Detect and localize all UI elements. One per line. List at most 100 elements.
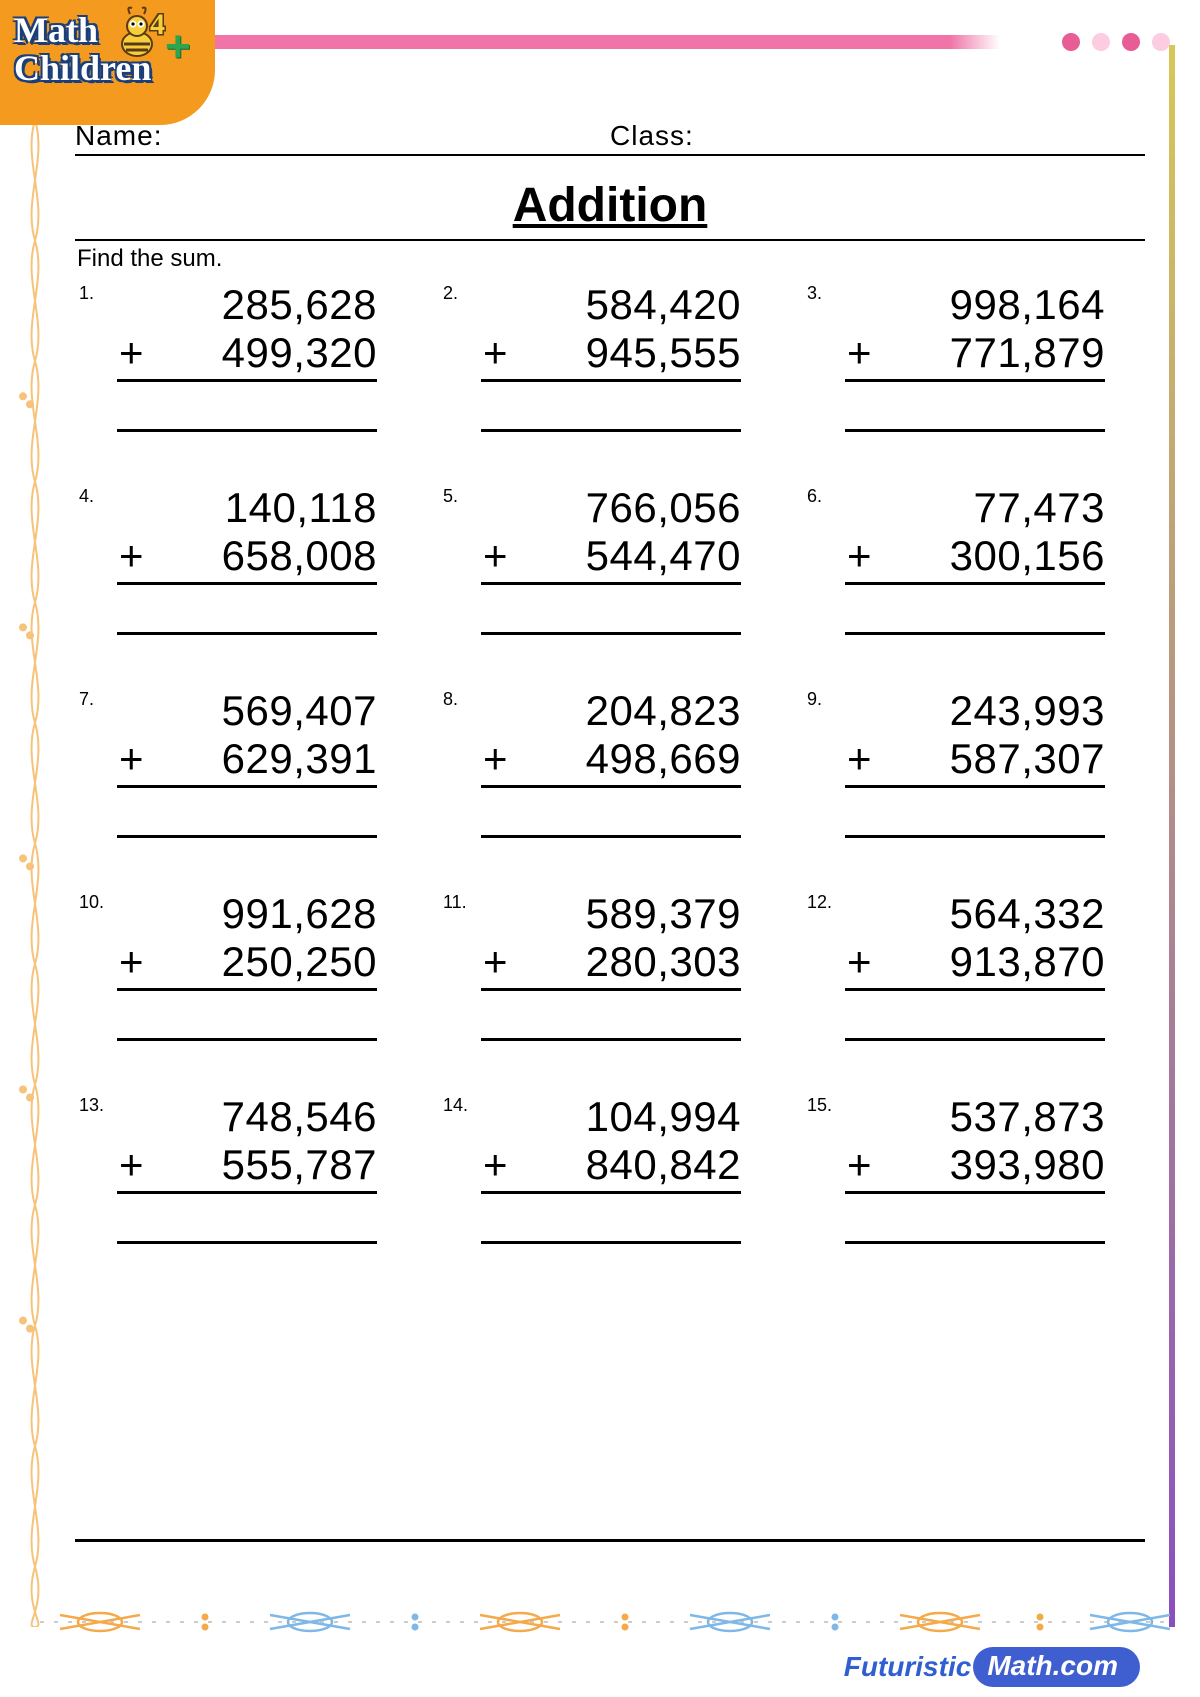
operator: +: [117, 329, 144, 377]
addend-bottom-row: +498,669: [481, 735, 741, 788]
addend-bottom: 658,008: [222, 532, 377, 580]
problem: 6. 77,473+300,156: [807, 484, 1141, 635]
logo-four: 4: [150, 8, 165, 42]
instruction: Find the sum.: [77, 245, 1145, 273]
addend-bottom-row: +393,980: [845, 1141, 1105, 1194]
addend-bottom: 300,156: [950, 532, 1105, 580]
operator: +: [845, 938, 872, 986]
addend-top: 140,118: [117, 484, 377, 532]
problem-stack: 748,546+555,787: [117, 1093, 377, 1244]
right-border: [1169, 45, 1175, 1627]
addend-bottom: 250,250: [222, 938, 377, 986]
operator: +: [845, 329, 872, 377]
problem-number: 1.: [79, 283, 94, 304]
problem-number: 3.: [807, 283, 822, 304]
brand-pill: Math.com: [973, 1647, 1140, 1687]
class-field-label: Class:: [610, 120, 1145, 152]
addend-bottom-row: +629,391: [117, 735, 377, 788]
addend-bottom: 913,870: [950, 938, 1105, 986]
problem-number: 10.: [79, 892, 104, 913]
left-ornament: [18, 120, 53, 1627]
addend-top: 584,420: [481, 281, 741, 329]
addend-bottom: 555,787: [222, 1141, 377, 1189]
problem-stack: 243,993+587,307: [845, 687, 1105, 838]
problem: 11. 589,379+280,303: [443, 890, 777, 1041]
operator: +: [481, 329, 508, 377]
addend-bottom: 393,980: [950, 1141, 1105, 1189]
addend-bottom-row: +555,787: [117, 1141, 377, 1194]
problem-number: 6.: [807, 486, 822, 507]
addend-bottom-row: +658,008: [117, 532, 377, 585]
addend-bottom: 840,842: [586, 1141, 741, 1189]
operator: +: [845, 1141, 872, 1189]
worksheet: Name: Class: Addition Find the sum. 1. 28…: [75, 120, 1145, 1587]
addend-top: 285,628: [117, 281, 377, 329]
operator: +: [481, 1141, 508, 1189]
problem-stack: 140,118+658,008: [117, 484, 377, 635]
problem: 9. 243,993+587,307: [807, 687, 1141, 838]
problem: 7. 569,407+629,391: [79, 687, 413, 838]
problem-number: 12.: [807, 892, 832, 913]
problem-number: 14.: [443, 1095, 468, 1116]
problem-stack: 77,473+300,156: [845, 484, 1105, 635]
addend-bottom-row: +771,879: [845, 329, 1105, 382]
problem: 1. 285,628+499,320: [79, 281, 413, 432]
addend-top: 537,873: [845, 1093, 1105, 1141]
addend-top: 766,056: [481, 484, 741, 532]
answer-line: [481, 792, 741, 838]
problem-number: 7.: [79, 689, 94, 710]
problem-stack: 537,873+393,980: [845, 1093, 1105, 1244]
addend-bottom: 629,391: [222, 735, 377, 783]
answer-line: [845, 792, 1105, 838]
answer-line: [117, 589, 377, 635]
logo-line1: Math: [14, 10, 98, 50]
problem: 3. 998,164+771,879: [807, 281, 1141, 432]
operator: +: [117, 532, 144, 580]
problem-number: 9.: [807, 689, 822, 710]
addend-bottom-row: +840,842: [481, 1141, 741, 1194]
operator: +: [117, 735, 144, 783]
addend-top: 748,546: [117, 1093, 377, 1141]
addend-top: 569,407: [117, 687, 377, 735]
addend-bottom: 280,303: [586, 938, 741, 986]
problem: 13.748,546+555,787: [79, 1093, 413, 1244]
problem-stack: 285,628+499,320: [117, 281, 377, 432]
answer-line: [481, 995, 741, 1041]
operator: +: [481, 938, 508, 986]
problem-stack: 104,994+840,842: [481, 1093, 741, 1244]
problem-number: 8.: [443, 689, 458, 710]
problem-stack: 569,407+629,391: [117, 687, 377, 838]
site-badge: Futuristic Math.com: [844, 1647, 1140, 1687]
problem: 12.564,332+913,870: [807, 890, 1141, 1041]
operator: +: [481, 532, 508, 580]
top-dots: [1062, 33, 1170, 51]
header-row: Name: Class:: [75, 120, 1145, 156]
answer-line: [117, 995, 377, 1041]
answer-line: [845, 386, 1105, 432]
addend-bottom: 499,320: [222, 329, 377, 377]
answer-line: [117, 1198, 377, 1244]
answer-line: [481, 386, 741, 432]
problem: 8. 204,823+498,669: [443, 687, 777, 838]
problem-number: 4.: [79, 486, 94, 507]
problem-stack: 998,164+771,879: [845, 281, 1105, 432]
addend-bottom-row: +250,250: [117, 938, 377, 991]
answer-line: [117, 386, 377, 432]
problem-number: 11.: [443, 892, 467, 913]
problem: 4. 140,118+658,008: [79, 484, 413, 635]
problem-stack: 991,628+250,250: [117, 890, 377, 1041]
problem: 14. 104,994+840,842: [443, 1093, 777, 1244]
operator: +: [117, 1141, 144, 1189]
addend-top: 77,473: [845, 484, 1105, 532]
addend-top: 243,993: [845, 687, 1105, 735]
footer-rule: [75, 1539, 1145, 1542]
operator: +: [845, 735, 872, 783]
worksheet-title: Addition: [75, 166, 1145, 239]
problem-stack: 584,420+945,555: [481, 281, 741, 432]
title-wrap: Addition: [75, 166, 1145, 241]
problem-stack: 589,379+280,303: [481, 890, 741, 1041]
operator: +: [117, 938, 144, 986]
answer-line: [117, 792, 377, 838]
addend-bottom-row: +499,320: [117, 329, 377, 382]
problem-stack: 204,823+498,669: [481, 687, 741, 838]
